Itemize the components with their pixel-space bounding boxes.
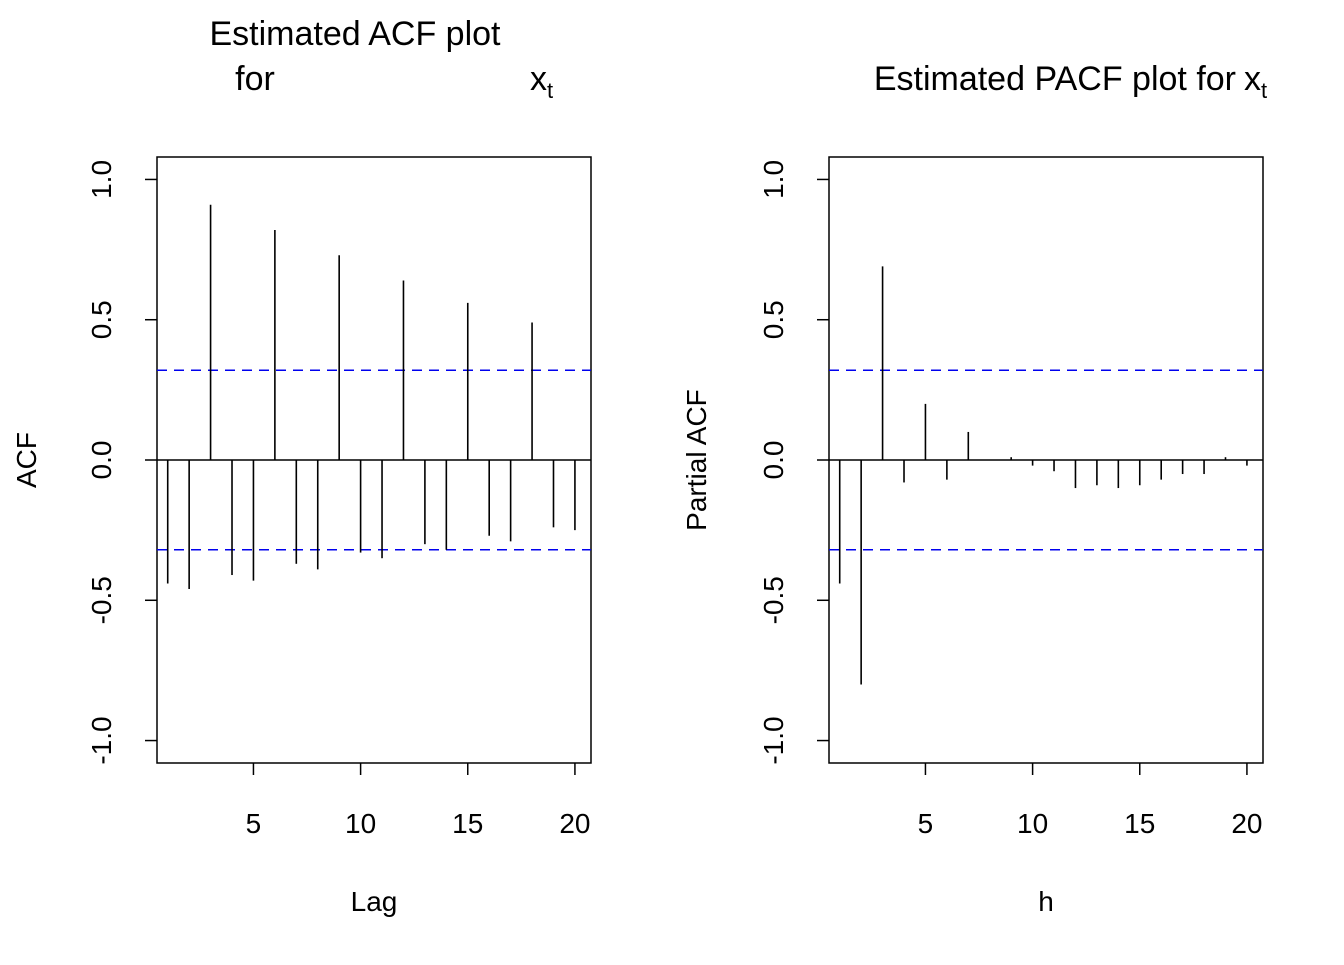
pacf-y-tick-label: 0.0	[758, 441, 789, 480]
pacf-x-tick-label: 20	[1231, 808, 1262, 839]
acf-title-line1: Estimated ACF plot	[209, 15, 501, 53]
pacf-title-subscript: t	[1261, 78, 1267, 103]
acf-marks: 5 10 15 20 -1.0 -0.5 0.0 0.5 1.0	[86, 160, 591, 839]
pacf-y-axis-label: Partial ACF	[681, 389, 712, 531]
acf-y-tick-label: 0.5	[86, 300, 117, 339]
pacf-y-tick-label: -0.5	[758, 576, 789, 624]
acf-title-subscript: t	[547, 78, 553, 103]
acf-y-tick-label: 0.0	[86, 441, 117, 480]
acf-title-for: for	[235, 60, 275, 98]
pacf-x-axis-label: h	[1038, 886, 1054, 917]
pacf-y-tick-label: -1.0	[758, 716, 789, 764]
acf-panel: Estimated ACF plot for xt 5 10 15 20 -1.0 -0.…	[11, 15, 592, 917]
acf-y-tick-label: 1.0	[86, 160, 117, 199]
pacf-marks: 5 10 15 20 -1.0 -0.5 0.0 0.5 1.0	[758, 160, 1263, 839]
pacf-title: Estimated PACF plot for	[874, 60, 1236, 98]
pacf-y-tick-label: 0.5	[758, 300, 789, 339]
acf-y-axis-label: ACF	[11, 432, 42, 488]
pacf-x-tick-label: 5	[918, 808, 934, 839]
pacf-panel: Estimated PACF plot for xt 5 10 15 20 -1.0 -0…	[681, 60, 1267, 917]
acf-y-tick-label: -0.5	[86, 576, 117, 624]
acf-title-symbol: xt	[530, 60, 553, 103]
pacf-y-tick-label: 1.0	[758, 160, 789, 199]
acf-x-tick-label: 15	[452, 808, 483, 839]
acf-x-tick-label: 5	[246, 808, 262, 839]
acf-x-axis-label: Lag	[351, 886, 398, 917]
pacf-title-x: x	[1244, 60, 1261, 98]
acf-y-tick-label: -1.0	[86, 716, 117, 764]
acf-x-tick-label: 20	[559, 808, 590, 839]
acf-title-x: x	[530, 60, 547, 98]
pacf-x-tick-label: 15	[1124, 808, 1155, 839]
pacf-x-tick-label: 10	[1017, 808, 1048, 839]
pacf-title-symbol: xt	[1244, 60, 1267, 103]
acf-x-tick-label: 10	[345, 808, 376, 839]
